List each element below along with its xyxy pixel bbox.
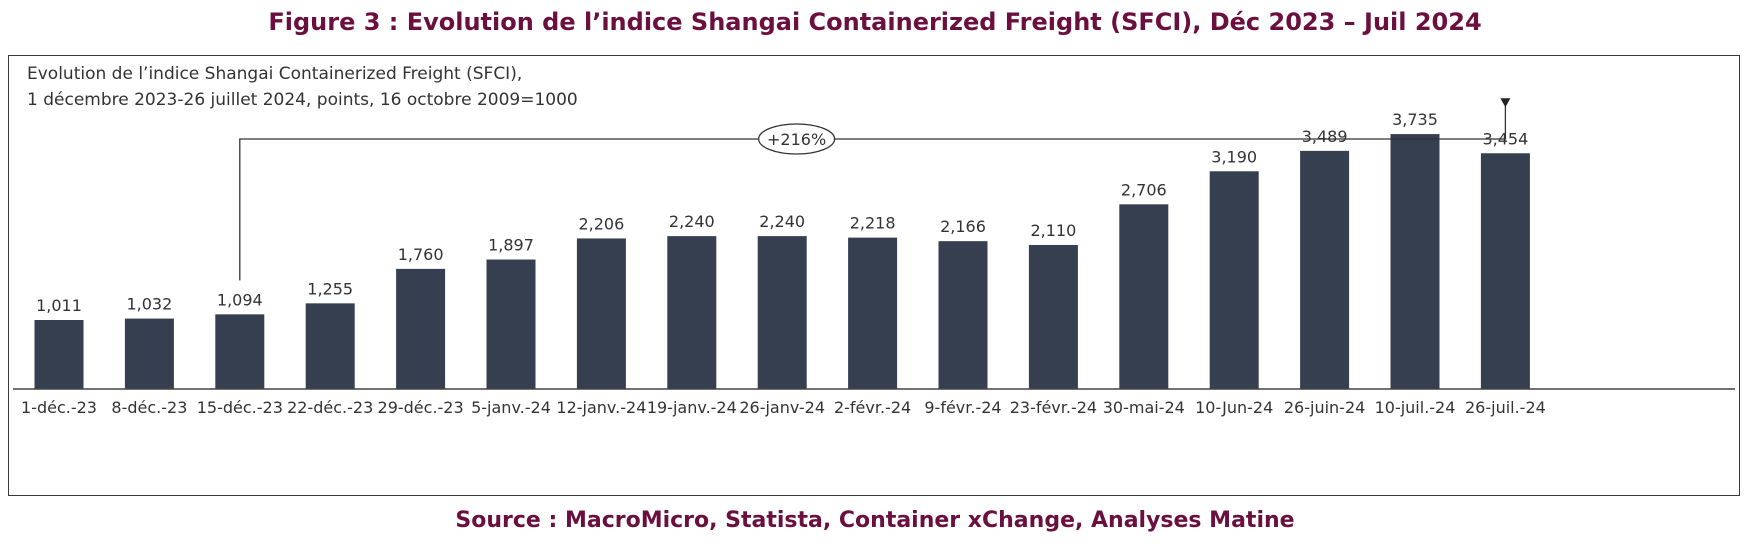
bar [576,238,626,389]
bar [1119,204,1169,389]
bar-value-label: 1,897 [488,236,534,255]
bar-value-label: 2,206 [578,214,624,233]
chart-frame: Evolution de l’indice Shangai Containeri… [8,55,1740,496]
x-tick-label: 15-déc.-23 [197,398,283,417]
bar [34,319,84,389]
chart-subtitle: 1 décembre 2023-26 juillet 2024, points,… [27,90,578,110]
x-tick-label: 9-févr.-24 [924,398,1001,417]
growth-label: +216% [767,130,826,149]
bar-value-label: 2,110 [1030,221,1076,240]
bar-value-label: 2,706 [1121,180,1167,199]
x-tick-label: 10-juil.-24 [1375,398,1456,417]
figure-title: Figure 3 : Evolution de l’indice Shangai… [268,8,1482,36]
x-tick-label: 29-déc.-23 [378,398,464,417]
bar-value-label: 1,032 [126,295,172,314]
bar-value-label: 3,489 [1302,127,1348,146]
bar [1028,244,1078,389]
bar [215,314,265,389]
bar [124,318,174,389]
bar-value-label: 3,190 [1211,147,1257,166]
growth-badge [757,123,836,155]
growth-bracket [239,99,1507,281]
x-tick-label: 12-janv.-24 [556,398,646,417]
x-tick-label: 5-janv.-24 [471,398,551,417]
bar [486,259,536,389]
bar [1390,134,1440,389]
bar [305,303,355,389]
x-tick-label: 26-juin-24 [1284,398,1365,417]
bar-chart: 1,011 1-déc.-23 1,032 8-déc.-23 1,094 15-déc.… [13,98,1735,417]
bar-value-label: 1,255 [307,279,353,298]
bar-value-label: 1,760 [398,245,444,264]
chart-title: Evolution de l’indice Shangai Containeri… [27,64,523,84]
x-tick-label: 26-janv-24 [739,398,825,417]
bar-value-label: 2,166 [940,217,986,236]
bar [667,236,717,389]
bar-value-label: 2,218 [850,214,896,233]
x-tick-label: 26-juil.-24 [1465,398,1546,417]
bar-value-label: 1,094 [217,290,263,309]
bar [1300,150,1350,389]
bar [938,241,988,389]
bar-value-label: 3,735 [1392,110,1438,129]
x-tick-label: 8-déc.-23 [111,398,187,417]
bar-value-label: 2,240 [759,212,805,231]
bar-value-label: 2,240 [669,212,715,231]
bar-value-label: 1,011 [36,296,82,315]
bar [1480,153,1530,389]
x-tick-label: 23-févr.-24 [1010,398,1097,417]
bar [396,268,446,389]
x-tick-label: 30-mai-24 [1103,398,1185,417]
bar [1209,171,1259,389]
x-tick-label: 19-janv.-24 [647,398,737,417]
bar [757,236,807,389]
x-tick-label: 22-déc.-23 [287,398,373,417]
figure-source: Source : MacroMicro, Statista, Container… [455,508,1295,533]
x-tick-label: 2-févr.-24 [834,398,911,417]
growth-arrowhead [1500,98,1511,108]
x-tick-label: 10-Jun-24 [1195,398,1273,417]
bar [848,237,898,389]
x-tick-label: 1-déc.-23 [21,398,97,417]
